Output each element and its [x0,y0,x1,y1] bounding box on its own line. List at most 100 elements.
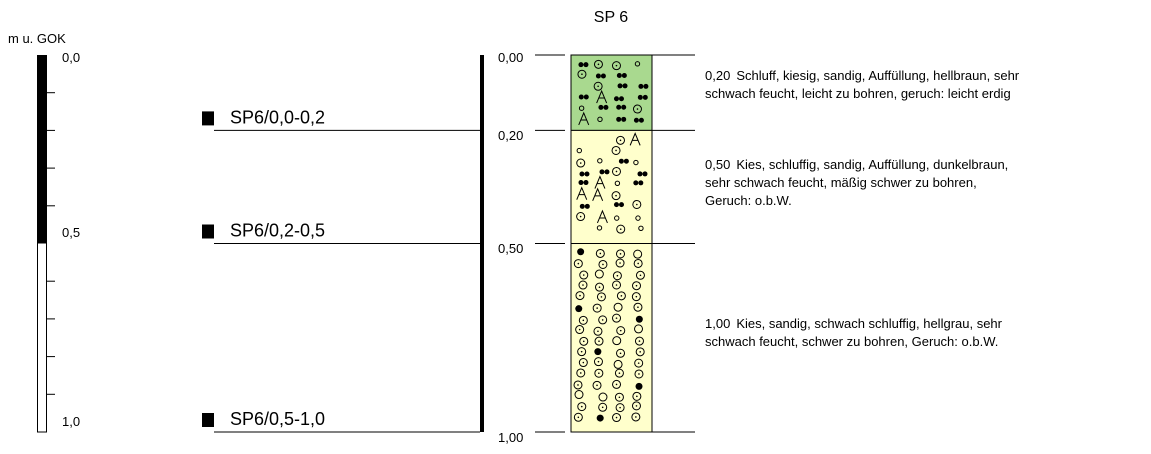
symbol-gravel [611,145,621,155]
symbol-mound [578,94,584,100]
symbol-gravel [635,347,645,357]
layer-description: 0,20 Schluff, kiesig, sandig, Auffüllung,… [705,68,1020,83]
symbol-gravel [636,395,638,398]
symbol-mound [618,96,624,102]
symbol-mound [621,72,627,78]
symbol-mound [584,171,590,177]
symbol-gravel [637,362,640,364]
symbol-gravel [632,281,642,291]
symbol-mound [616,116,622,122]
symbol-a [576,186,588,200]
symbol-mound [622,83,628,89]
layer-text: schwach feucht, leicht zu bohren, geruch… [705,86,1011,101]
symbol-gravel [615,194,617,197]
depth-axis [480,55,484,432]
symbol-gravel [596,292,606,302]
layer-pattern [577,59,649,126]
layer-pattern [573,248,645,423]
symbol-mound [578,180,584,186]
symbol-gravel [580,405,583,408]
symbol-gravel [577,384,579,386]
symbol-mound [618,158,624,164]
symbol-gravel [619,228,622,230]
symbol-gravel [581,73,583,76]
symbol-gravel [615,258,625,268]
symbol-gravel [596,384,598,387]
symbol-pebble [634,61,641,67]
symbol-gravel [616,291,626,301]
symbol-gravel [615,170,618,173]
depth-label: 1,00 [498,430,523,445]
symbol-gravel [594,336,604,346]
symbol-gravel [599,252,602,255]
layer-description: sehr schwach feucht, mäßig schwer zu boh… [705,175,977,190]
symbol-gravel [619,139,622,142]
layer-text: schwach feucht, schwer zu bohren, Geruch… [705,334,998,349]
scale-label: 0,0 [62,50,80,65]
symbol-mound [600,73,606,79]
depth-label: 0,00 [498,50,523,65]
sample-marker [202,111,214,126]
symbol-gravel [615,403,625,413]
symbol-pebble [578,105,585,111]
symbol-a [629,132,641,146]
symbol-gravel [632,391,642,401]
symbol-pebble [597,116,603,123]
symbol-gravel [578,328,581,331]
symbol-gravel [578,358,588,368]
symbol-gravel [582,319,585,322]
symbol-gravel [614,392,624,402]
layer-description: Geruch: o.b.W. [705,193,792,208]
layer-text: Geruch: o.b.W. [705,193,792,208]
symbol-mound [637,94,643,100]
sample-label: SP6/0,2-0,5 [230,221,325,241]
symbol-gravel [575,291,585,301]
symbol-gravel [594,368,604,378]
symbol-mound [638,83,644,89]
symbol-pebble [574,390,584,400]
symbol-pebble [596,225,603,231]
symbol-mound [598,104,604,110]
symbol-gravel [592,380,602,390]
symbol-gravel [615,135,625,145]
symbol-gravel [614,368,624,378]
symbol-gravel [633,258,643,268]
symbol-mound [584,203,590,209]
symbol-gravel [579,294,581,297]
symbol-gravel [597,63,600,66]
symbol-gravel [631,292,641,302]
symbol-gravel [619,352,622,355]
symbol-gravel [616,326,626,336]
symbol-gravel [576,212,586,222]
sample-label: SP6/0,5-1,0 [230,409,325,429]
layer-depth: 0,20 [705,68,730,83]
symbol-a [592,187,604,202]
symbol-pebble [635,215,641,221]
symbol-pebble [613,302,623,312]
symbol-gravel [631,401,641,411]
symbol-gravel [618,396,621,399]
symbol-mound [643,83,649,89]
symbol-gravel [616,274,619,277]
layer-description: 0,50 Kies, schluffig, sandig, Auffüllung,… [705,157,1008,172]
symbol-mound [579,203,585,209]
symbol-gravel [634,369,644,379]
symbol-gravel [601,406,604,409]
symbol-gravel [619,262,621,264]
symbol-gravel [598,286,601,288]
layer-description: schwach feucht, schwer zu bohren, Geruch… [705,334,998,349]
symbol-mound [618,202,624,208]
scale-label: 0,5 [62,225,80,240]
symbol-gravel [620,295,623,297]
layer-text: Kies, sandig, schwach schluffig, hellgra… [736,316,1002,331]
symbol-gravel [597,330,599,333]
symbol-gravel [634,358,644,368]
layer [570,54,653,131]
symbol-mound [595,73,601,79]
symbol-gravel [612,379,622,389]
layer-description: schwach feucht, leicht zu bohren, geruch… [705,86,1011,101]
symbol-gravel [636,108,639,110]
symbol-gravel [619,253,622,255]
scale-bar-white [37,242,47,433]
symbol-gravel [597,85,599,88]
